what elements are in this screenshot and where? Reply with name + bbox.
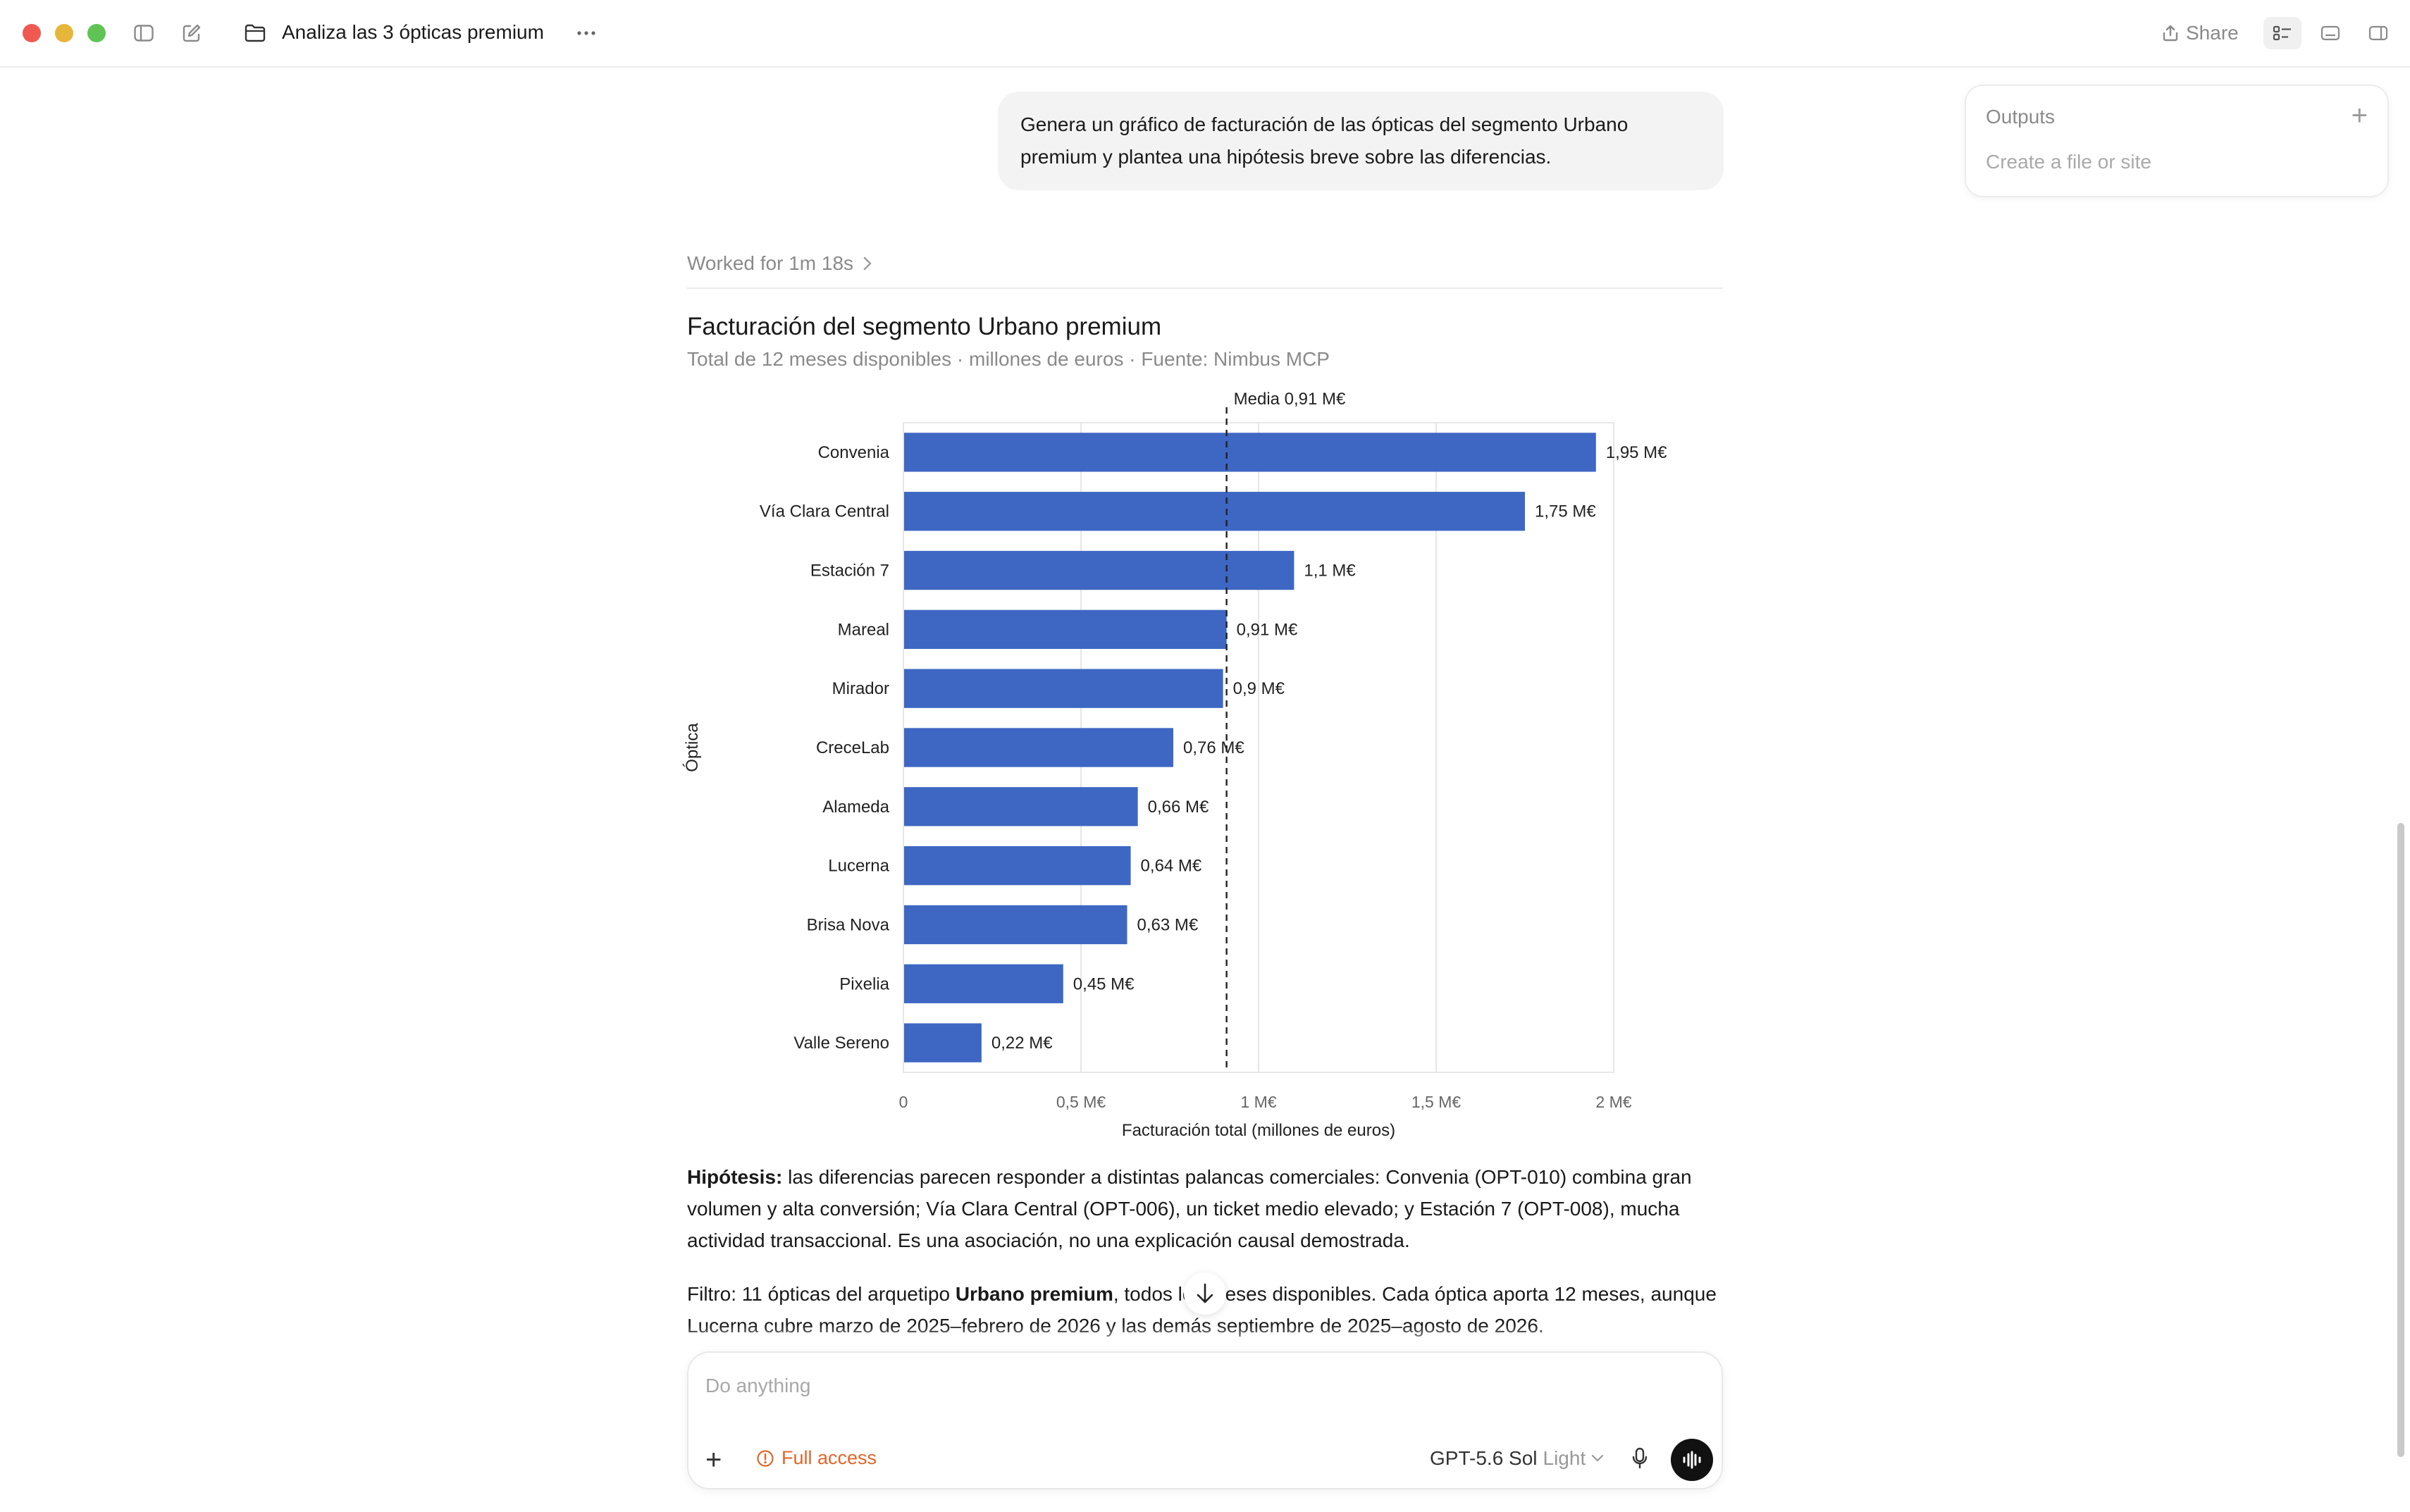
hypothesis-label: Hipótesis: — [687, 1166, 783, 1188]
y-tick-label: Brisa Nova — [807, 915, 890, 934]
x-tick-label: 1 M€ — [1240, 1093, 1276, 1111]
chart-title: Facturación del segmento Urbano premium — [687, 313, 1162, 340]
divider — [687, 287, 1723, 289]
chat-title[interactable]: Analiza las 3 ópticas premium — [282, 21, 544, 43]
arrow-down-icon — [1197, 1283, 1213, 1303]
y-tick-label: Mirador — [832, 679, 889, 698]
folder-icon — [241, 19, 269, 47]
warning-circle-icon — [757, 1449, 774, 1467]
x-tick-label: 0,5 M€ — [1056, 1093, 1106, 1111]
prompt-input[interactable] — [704, 1374, 1411, 1398]
user-message: Genera un gráfico de facturación de las … — [998, 92, 1724, 190]
hypothesis-paragraph: Hipótesis: las diferencias parecen respo… — [687, 1161, 1723, 1256]
composer-fade — [676, 1325, 1734, 1353]
bar — [904, 905, 1127, 945]
full-access-button[interactable]: Full access — [756, 1447, 877, 1469]
bar — [904, 1023, 982, 1062]
data-label: 1,1 M€ — [1304, 562, 1356, 581]
chart-subtitle: Total de 12 meses disponibles · millones… — [687, 348, 1330, 370]
bar — [904, 433, 1596, 472]
bar — [904, 845, 1131, 886]
create-file-link[interactable]: Create a file or site — [1986, 151, 2151, 173]
data-label: 1,75 M€ — [1535, 502, 1596, 521]
bar — [904, 728, 1174, 767]
close-window-button[interactable] — [23, 24, 41, 42]
y-tick-label: Convenia — [818, 443, 890, 462]
scroll-to-bottom-button[interactable] — [1184, 1272, 1226, 1315]
worked-toggle[interactable]: Worked for 1m 18s — [687, 252, 872, 275]
title-bar: Analiza las 3 ópticas premium Share — [0, 0, 2410, 68]
chevron-down-icon — [1592, 1454, 1604, 1462]
y-tick-label: Valle Sereno — [793, 1034, 889, 1053]
model-name: GPT-5.6 Sol — [1430, 1447, 1538, 1469]
right-sidebar-icon[interactable] — [2359, 17, 2397, 49]
new-chat-icon[interactable] — [178, 19, 206, 47]
attach-plus-icon[interactable]: + — [705, 1444, 722, 1475]
add-output-icon[interactable]: + — [2351, 100, 2368, 131]
data-label: 0,45 M€ — [1073, 974, 1135, 993]
x-axis-title: Facturación total (millones de euros) — [1122, 1121, 1395, 1140]
y-axis-title: Óptica — [683, 723, 702, 772]
filter-bold: Urbano premium — [955, 1283, 1113, 1305]
share-button[interactable]: Share — [2162, 18, 2239, 48]
model-selector[interactable]: GPT-5.6 Sol Light — [1430, 1447, 1604, 1470]
share-icon — [2163, 25, 2178, 42]
microphone-button[interactable] — [1626, 1443, 1654, 1474]
bar — [904, 964, 1063, 1003]
x-tick-label: 2 M€ — [1595, 1093, 1631, 1111]
full-access-label: Full access — [781, 1447, 877, 1468]
data-label: 0,91 M€ — [1237, 620, 1298, 639]
bar — [904, 550, 1294, 590]
zoom-window-button[interactable] — [87, 24, 106, 42]
voice-mode-button[interactable] — [1671, 1439, 1713, 1481]
y-tick-label: Pixelia — [839, 974, 889, 993]
bar — [904, 492, 1525, 531]
microphone-icon — [1632, 1447, 1648, 1469]
data-label: 0,76 M€ — [1183, 738, 1244, 757]
composer: + Full access GPT-5.6 Sol Light — [687, 1351, 1723, 1489]
bar — [904, 787, 1138, 826]
data-label: 0,64 M€ — [1141, 857, 1202, 876]
hypothesis-text: las diferencias parecen responder a dist… — [687, 1166, 1692, 1251]
y-tick-label: Lucerna — [828, 857, 889, 876]
y-tick-label: CreceLab — [816, 738, 889, 757]
filter-prefix: Filtro: 11 ópticas del arquetipo — [687, 1283, 956, 1305]
x-tick-label: 0 — [899, 1093, 908, 1111]
y-tick-label: Vía Clara Central — [760, 502, 889, 521]
minimize-window-button[interactable] — [55, 24, 73, 42]
outputs-title: Outputs — [1986, 106, 2056, 128]
bar — [904, 609, 1227, 650]
model-mode: Light — [1543, 1447, 1586, 1469]
data-label: 1,95 M€ — [1606, 443, 1667, 462]
share-label: Share — [2186, 22, 2239, 44]
sidebar-toggle-icon[interactable] — [130, 19, 158, 47]
data-label: 0,22 M€ — [991, 1034, 1053, 1053]
y-tick-label: Mareal — [838, 620, 889, 639]
more-options-icon[interactable] — [572, 19, 600, 47]
worked-label: Worked for 1m 18s — [687, 252, 854, 274]
data-label: 0,63 M€ — [1137, 915, 1199, 934]
outputs-panel: Outputs + Create a file or site — [1965, 85, 2389, 197]
x-tick-label: 1,5 M€ — [1411, 1093, 1462, 1111]
waveform-icon — [1683, 1451, 1701, 1469]
y-tick-label: Alameda — [822, 798, 889, 817]
outputs-panel-toggle-icon[interactable] — [2263, 17, 2301, 49]
data-label: 0,66 M€ — [1148, 798, 1209, 817]
mean-reference-label: Media 0,91 M€ — [1234, 390, 1346, 409]
data-label: 0,9 M€ — [1233, 679, 1285, 698]
y-tick-label: Estación 7 — [810, 562, 889, 581]
bar — [904, 669, 1223, 708]
chevron-right-icon — [863, 256, 872, 271]
scrollbar[interactable] — [2397, 823, 2404, 1457]
terminal-panel-icon[interactable] — [2311, 17, 2349, 49]
bar-chart: 0 0,5 M€ 1 M€ 1,5 M€ 2 M€ Convenia 1,95 M€ Vía … — [683, 390, 1667, 1140]
